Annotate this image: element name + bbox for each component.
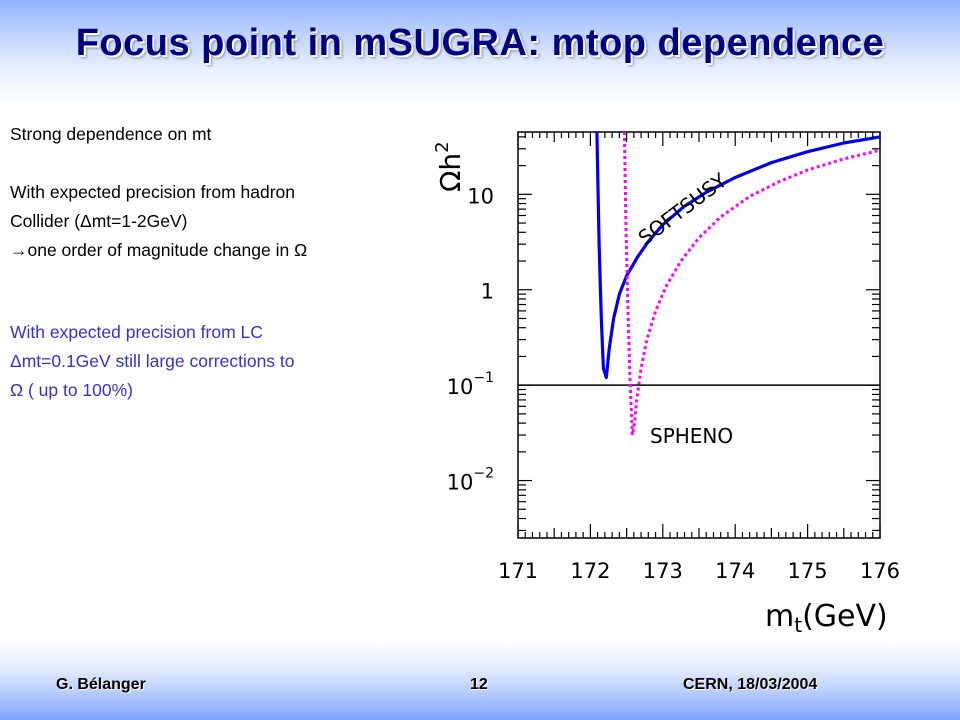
x-tick-label: 173: [643, 559, 683, 583]
x-tick-label: 174: [715, 559, 755, 583]
x-axis-label-subscript: t: [794, 613, 802, 637]
text-line: →one order of magnitude change in Ω: [10, 240, 308, 260]
series-label-spheno: SPHENO: [650, 424, 733, 448]
y-axis-label-superscript: 2: [432, 141, 453, 152]
footer-banner: [0, 640, 960, 720]
y-axis-label-part: Ωh: [434, 153, 467, 192]
slide-title: Focus point in mSUGRA: mtop dependence: [75, 22, 885, 64]
text-block-lc-precision: With expected precision from LC Δmt=0.1G…: [10, 318, 295, 405]
x-tick-label: 171: [498, 559, 538, 583]
text-line: Collider (Δmt=1-2GeV): [10, 211, 188, 231]
y-axis-label: Ωh2: [432, 141, 467, 192]
y-tick-label-base: 1: [481, 280, 494, 304]
series-line-spheno: [622, 132, 880, 437]
footer-venue-date: CERN, 18/03/2004: [683, 676, 818, 693]
x-tick-label: 172: [570, 559, 610, 583]
series-line-softsusy: [595, 132, 880, 380]
text-line: Strong dependence on mt: [10, 124, 212, 144]
x-axis-label-part: m: [765, 599, 794, 634]
y-tick-label: 10−2: [447, 466, 494, 495]
y-tick-label-base: 10: [447, 375, 474, 399]
series-label-softsusy: SOFTSUSY: [634, 168, 732, 250]
y-tick-label-exponent: −2: [473, 466, 494, 482]
text-line: With expected precision from hadron: [10, 182, 295, 202]
y-tick-label-base: 10: [447, 471, 474, 495]
text-line: With expected precision from LC: [10, 322, 263, 342]
y-tick-label: 10: [467, 184, 494, 208]
text-block-hadron-collider: With expected precision from hadron Coll…: [10, 178, 307, 265]
text-block-dependence: Strong dependence on mt: [10, 120, 211, 149]
title-banner: [0, 0, 960, 105]
y-tick-label-base: 10: [467, 184, 494, 208]
y-tick-label: 10−1: [447, 370, 494, 399]
text-line: Δmt=0.1GeV still large corrections to: [10, 351, 295, 371]
x-axis-label-unit: (GeV): [802, 599, 888, 634]
footer-author: G. Bélanger: [56, 676, 146, 693]
x-tick-label: 175: [788, 559, 828, 583]
x-axis-label: mt(GeV): [765, 599, 888, 637]
y-tick-label: 1: [481, 280, 494, 304]
x-tick-label: 176: [860, 559, 900, 583]
y-tick-label-exponent: −1: [473, 370, 494, 386]
footer-page-number: 12: [470, 676, 488, 693]
text-line: Ω ( up to 100%): [10, 380, 134, 400]
